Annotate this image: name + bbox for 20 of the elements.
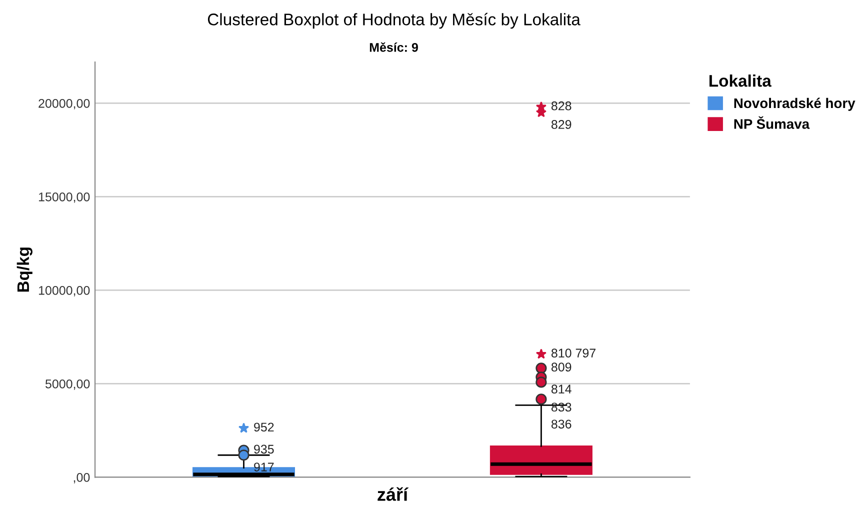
annotation: 810 797 [551, 348, 596, 358]
chart-title: Clustered Boxplot of Hodnota by Měsíc by Lokalita [208, 12, 580, 29]
y-axis-title: Bq/kg [16, 248, 32, 292]
y-tick-label: ,00 [74, 472, 90, 484]
legend-label: NP Šumava [734, 116, 810, 129]
annotation: 836 [551, 420, 572, 429]
annotation: 814 [551, 384, 572, 394]
annotation: 935 [254, 444, 274, 454]
chart-subtitle: Měsíc: 9 [370, 42, 418, 52]
y-tick-label: 5000,00 [45, 379, 90, 390]
annotation: 828 [551, 101, 572, 110]
y-tick-label: 10000,00 [38, 286, 90, 296]
x-tick-label: září [378, 487, 409, 501]
annotation: 829 [551, 120, 572, 129]
legend-title: Lokalita [710, 74, 772, 87]
y-tick-label: 20000,00 [38, 98, 90, 110]
y-tick-label: 15000,00 [38, 192, 90, 203]
annotation: 809 [551, 362, 572, 372]
legend-label: Novohradské hory [734, 98, 856, 111]
annotation: 952 [254, 422, 274, 432]
